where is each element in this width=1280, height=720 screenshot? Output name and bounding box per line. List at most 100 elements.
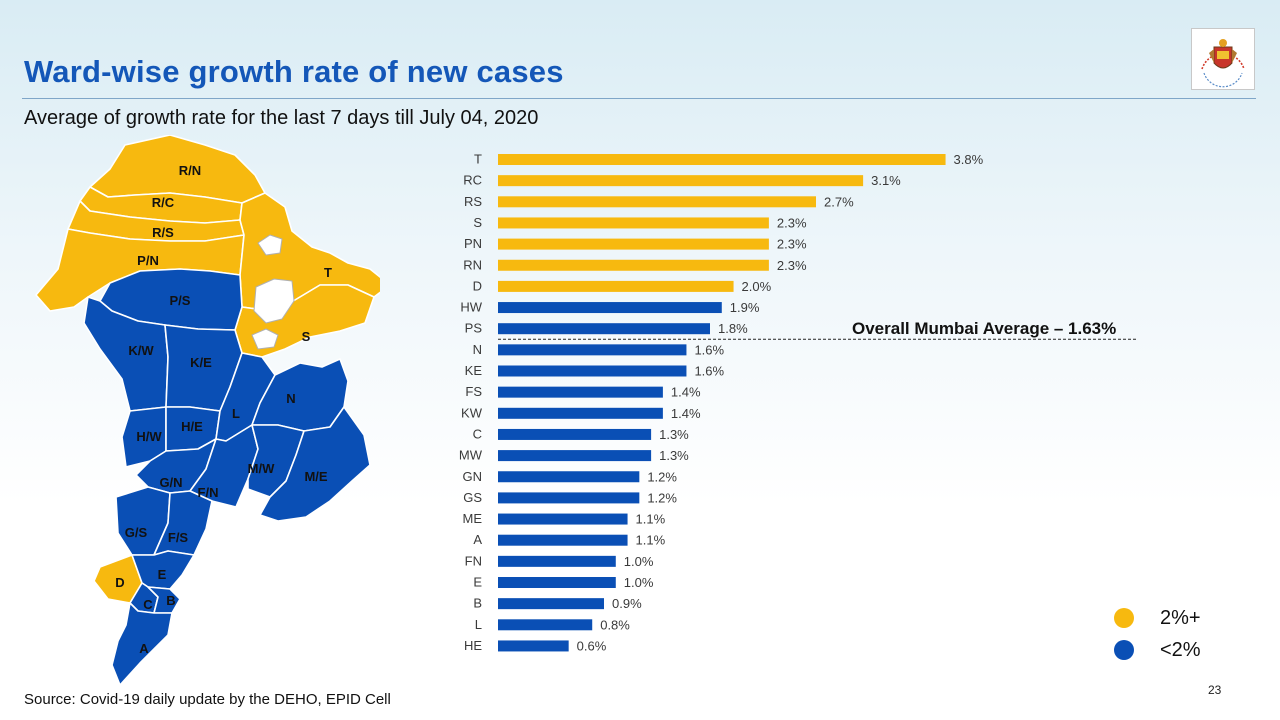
bar-t <box>498 154 946 165</box>
map-ward-label: L <box>232 406 240 421</box>
bar-rs <box>498 196 816 208</box>
bar-pn <box>498 238 769 250</box>
category-tick-label: HW <box>460 300 482 315</box>
legend-dot-low-icon <box>1114 640 1134 660</box>
bar-value-label: 1.9% <box>730 300 760 315</box>
ward-map: R/N R/C R/S P/N T S P/S K/W K/E L N H/W H/E M/W M/E G/N… <box>35 135 380 685</box>
map-ward-label: G/S <box>125 525 148 540</box>
ward-region-a <box>111 602 173 685</box>
category-tick-label: S <box>473 215 482 230</box>
bar-s <box>498 217 769 229</box>
map-ward-label: F/N <box>198 485 219 500</box>
map-ward-label: H/W <box>136 429 162 444</box>
category-tick-label: GS <box>463 490 482 505</box>
category-tick-label: E <box>473 575 482 590</box>
title-divider <box>22 98 1256 99</box>
bar-value-label: 2.3% <box>777 215 807 230</box>
category-tick-label: D <box>473 278 482 293</box>
map-ward-label: C <box>143 597 153 612</box>
map-ward-label: G/N <box>159 475 182 490</box>
map-ward-label: K/E <box>190 355 212 370</box>
bar-value-label: 1.3% <box>659 427 689 442</box>
bar-fn <box>498 555 616 567</box>
bar-hw <box>498 302 722 314</box>
map-ward-label: A <box>139 641 149 656</box>
bar-value-label: 1.4% <box>671 406 701 421</box>
average-label: Overall Mumbai Average – 1.63% <box>852 319 1117 338</box>
map-ward-label: B <box>166 593 175 608</box>
map-ward-label: R/S <box>152 225 174 240</box>
bar-he <box>498 640 569 652</box>
map-ward-label: P/N <box>137 253 159 268</box>
category-tick-label: A <box>473 532 482 547</box>
ward-region-rn <box>89 135 266 204</box>
bar-gs <box>498 492 640 504</box>
bar-value-label: 1.2% <box>647 469 677 484</box>
bar-value-label: 3.8% <box>954 152 984 167</box>
growth-rate-bar-chart: T 3.8% RC 3.1% RS 2.7% S 2.3% PN 2.3% RN 2.3% D 2.0% H… <box>459 152 1137 653</box>
mcgm-emblem-icon <box>1201 39 1245 88</box>
category-tick-label: PS <box>465 321 483 336</box>
bar-ps <box>498 323 710 335</box>
map-ward-label: T <box>324 265 332 280</box>
map-ward-label: D <box>115 575 124 590</box>
bar-value-label: 1.1% <box>636 512 666 527</box>
category-tick-label: KE <box>465 363 483 378</box>
category-tick-label: RN <box>463 257 482 272</box>
map-ward-label: K/W <box>128 343 154 358</box>
bar-gn <box>498 471 640 483</box>
page-title: Ward-wise growth rate of new cases <box>24 54 564 89</box>
bar-n <box>498 344 687 356</box>
bar-value-label: 1.0% <box>624 575 654 590</box>
bar-b <box>498 598 604 610</box>
map-ward-label: F/S <box>168 530 189 545</box>
lake-patch <box>253 278 295 324</box>
bar-value-label: 1.6% <box>694 342 724 357</box>
bar-value-label: 0.6% <box>577 638 607 653</box>
bar-a <box>498 534 628 546</box>
bar-value-label: 3.1% <box>871 173 901 188</box>
bar-value-label: 1.4% <box>671 385 701 400</box>
category-tick-label: N <box>473 342 482 357</box>
category-tick-label: KW <box>461 405 483 420</box>
map-ward-label: S <box>302 329 311 344</box>
page-subtitle: Average of growth rate for the last 7 da… <box>24 107 539 129</box>
bar-value-label: 2.3% <box>777 258 807 273</box>
map-ward-label: M/E <box>304 469 327 484</box>
category-tick-label: RC <box>463 173 482 188</box>
category-tick-label: RS <box>464 194 482 209</box>
category-tick-label: FS <box>465 384 482 399</box>
category-tick-label: ME <box>463 511 483 526</box>
legend-dot-high-icon <box>1114 608 1134 628</box>
category-tick-label: L <box>475 617 482 632</box>
bar-value-label: 2.3% <box>777 237 807 252</box>
category-tick-label: MW <box>459 448 483 463</box>
category-tick-label: HE <box>464 638 482 653</box>
category-tick-label: GN <box>463 469 483 484</box>
category-tick-label: B <box>473 596 482 611</box>
bar-d <box>498 280 734 292</box>
bar-value-label: 2.7% <box>824 194 854 209</box>
bar-kw <box>498 407 663 419</box>
legend: 2%+ <2% <box>1114 602 1201 666</box>
lake-patch <box>257 234 283 256</box>
legend-item-low: <2% <box>1114 634 1201 666</box>
map-ward-label: R/N <box>179 163 201 178</box>
bar-rn <box>498 259 769 271</box>
lake-patch <box>251 328 279 350</box>
map-ward-label: E <box>158 567 167 582</box>
category-tick-label: FN <box>465 553 482 568</box>
legend-label-low: <2% <box>1160 638 1201 661</box>
bar-value-label: 1.6% <box>694 364 724 379</box>
bar-mw <box>498 450 652 462</box>
bar-value-label: 1.8% <box>718 321 748 336</box>
bar-ke <box>498 365 687 377</box>
bar-value-label: 1.3% <box>659 448 689 463</box>
bar-value-label: 0.8% <box>600 617 630 632</box>
category-tick-label: C <box>473 426 482 441</box>
bar-value-label: 0.9% <box>612 596 642 611</box>
ward-region-me <box>259 406 371 522</box>
bar-value-label: 2.0% <box>742 279 772 294</box>
legend-item-high: 2%+ <box>1114 602 1201 634</box>
bar-value-label: 1.0% <box>624 554 654 569</box>
